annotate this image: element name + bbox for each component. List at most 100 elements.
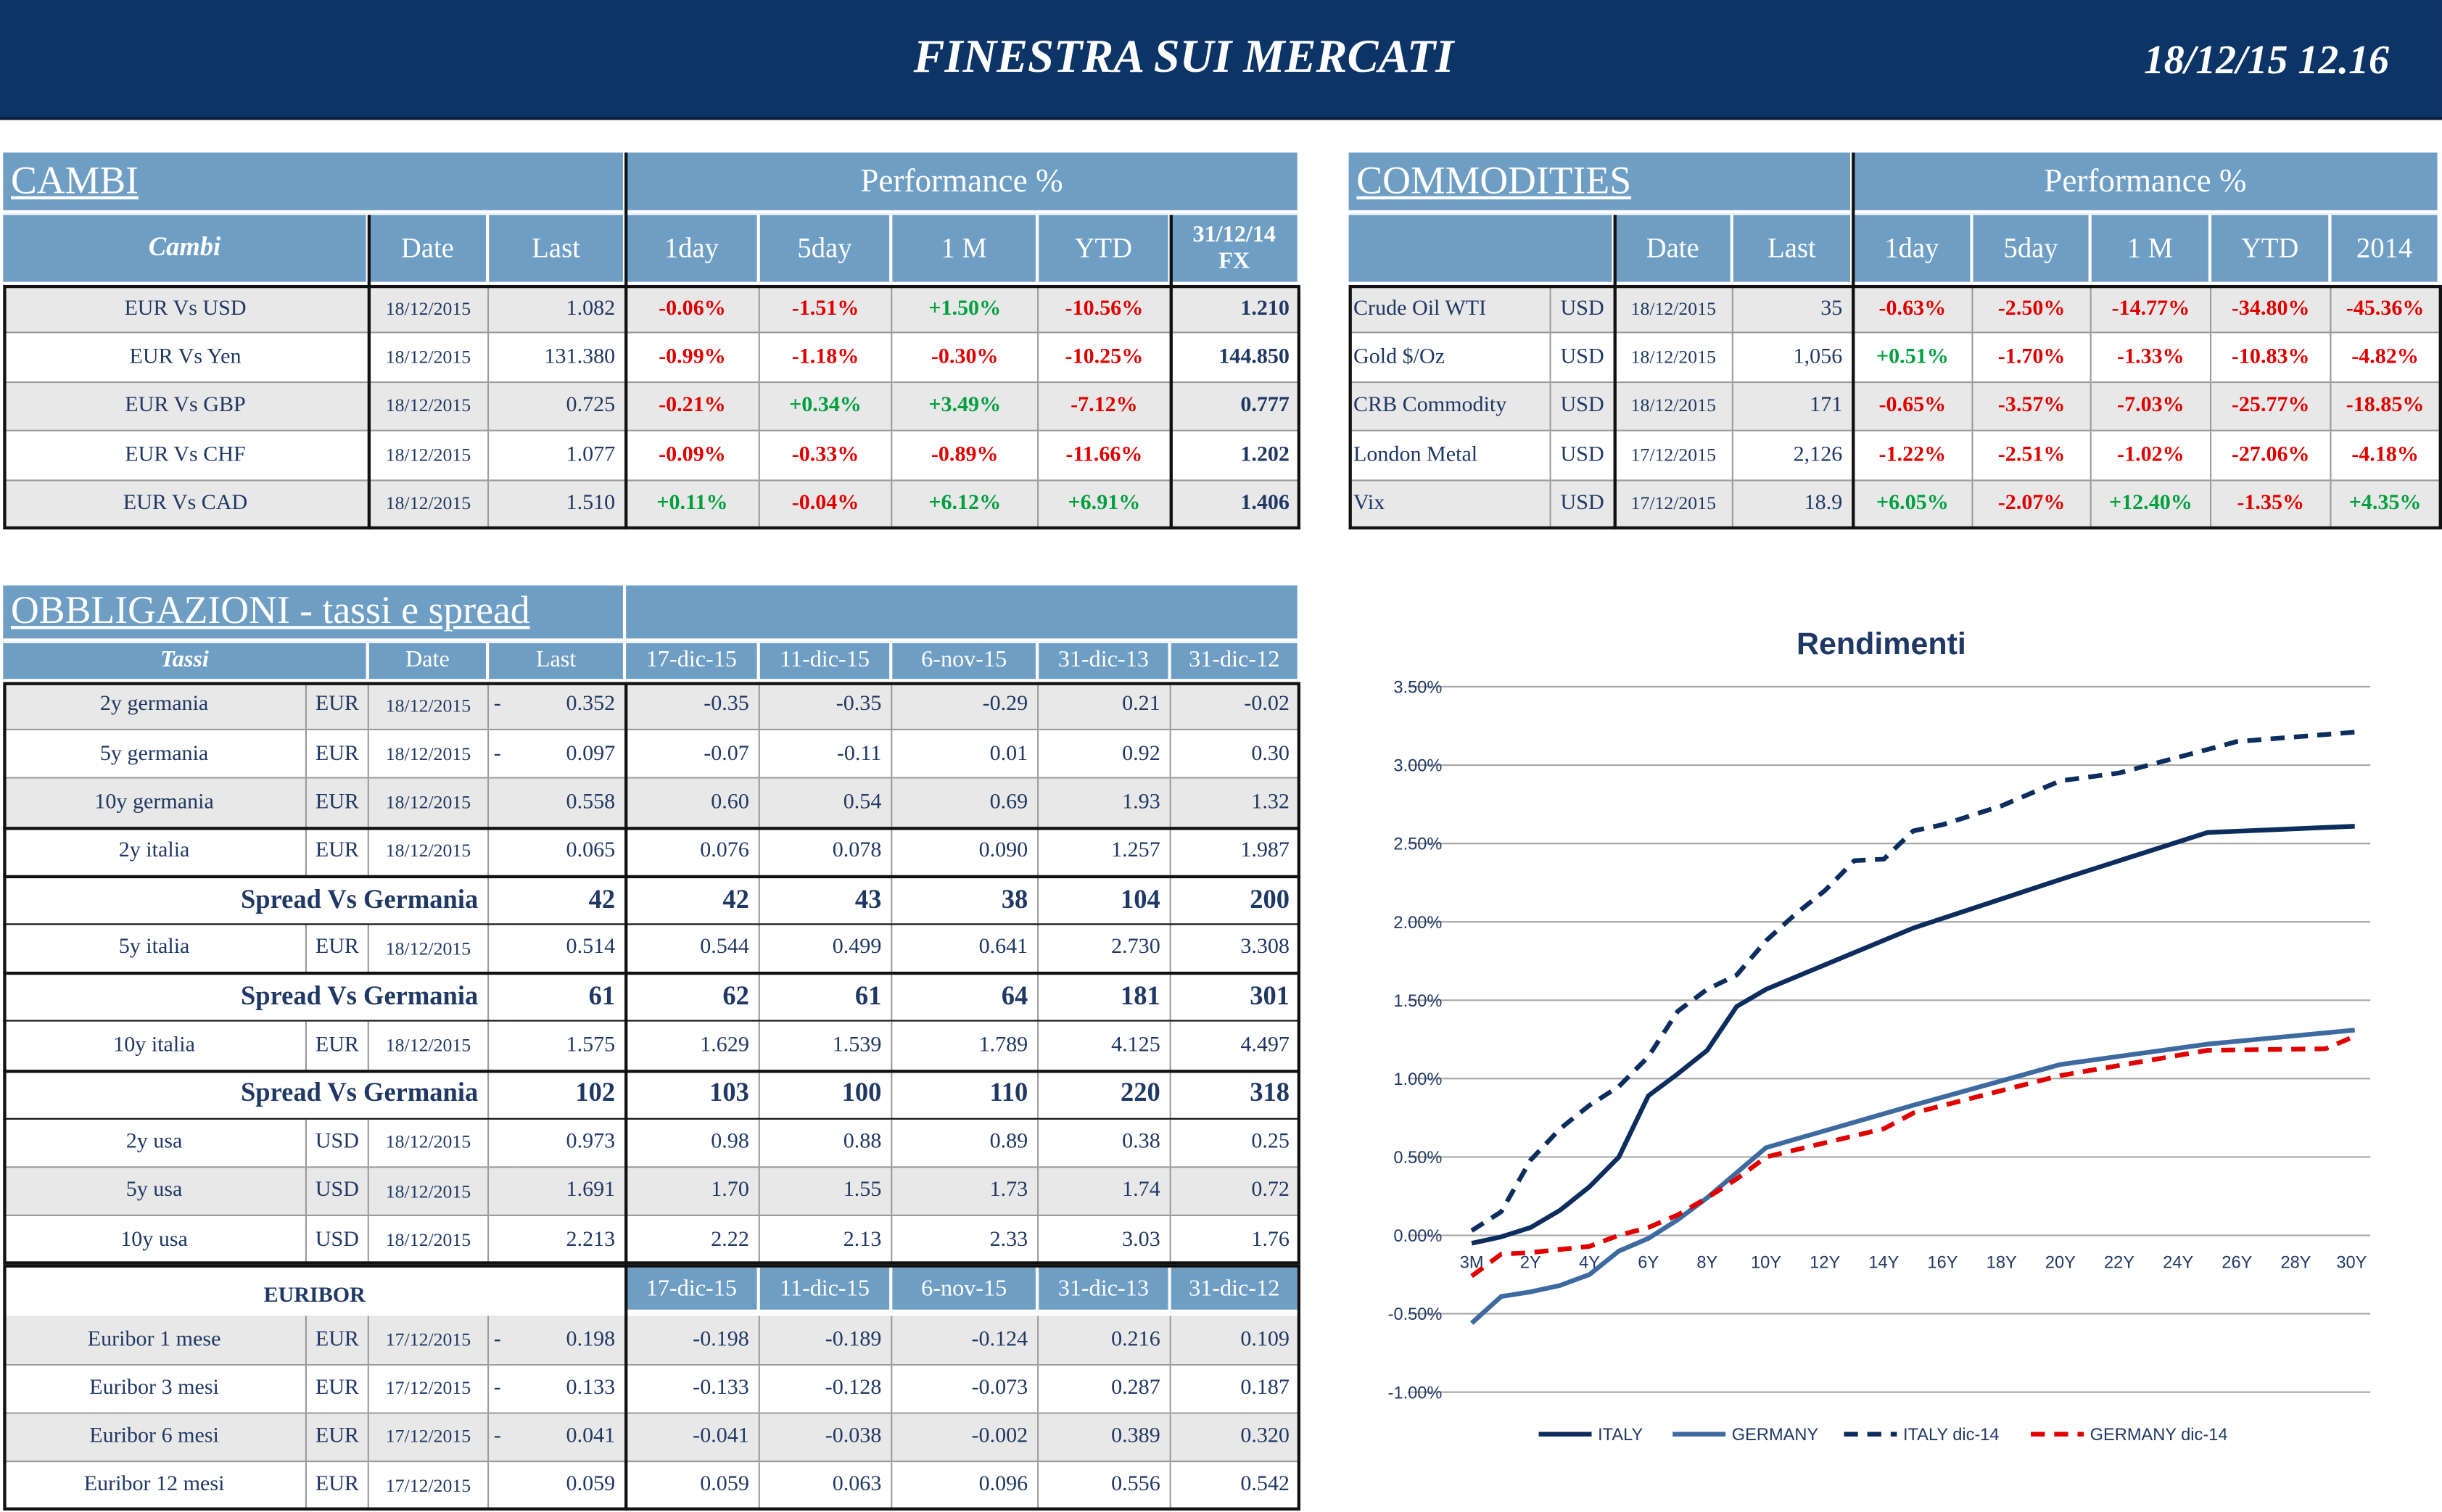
table-cell: -0.09% xyxy=(626,431,760,481)
table-cell: USD xyxy=(1551,480,1615,530)
table-cell: 0.777 xyxy=(1171,382,1300,432)
last-value: 0.097 xyxy=(513,730,627,780)
table-cell: 17/12/2015 xyxy=(1614,480,1733,530)
table-cell: 171 xyxy=(1733,382,1854,432)
column-header: 1day xyxy=(626,215,760,285)
y-tick-label: -0.50% xyxy=(1388,1305,1443,1324)
table-cell: 1.70 xyxy=(626,1168,760,1217)
table-cell: 1.93 xyxy=(1039,779,1171,828)
chart-title: Rendimenti xyxy=(1797,627,1966,661)
table-cell: 2,126 xyxy=(1733,431,1854,481)
table-cell: 0.641 xyxy=(892,925,1039,974)
table-cell: -0.89% xyxy=(892,431,1039,481)
table-cell: -0.99% xyxy=(626,334,760,383)
column-header: 31-dic-13 xyxy=(1039,643,1171,682)
sign xyxy=(489,925,514,974)
legend-label: ITALY xyxy=(1598,1426,1643,1445)
table-cell: +0.51% xyxy=(1853,334,1973,383)
bond-name: 10y usa xyxy=(3,1216,308,1265)
table-cell: 1.55 xyxy=(759,1168,893,1217)
table-cell: 0.063 xyxy=(759,1462,893,1511)
spread-value: 64 xyxy=(892,973,1039,1023)
euribor-name: Euribor 3 mesi xyxy=(3,1365,308,1414)
last-value: 0.065 xyxy=(513,827,627,877)
date: 17/12/2015 xyxy=(368,1413,490,1463)
commodity-name: Vix xyxy=(1348,480,1551,530)
spread-value: 61 xyxy=(759,973,893,1023)
column-header: 31-dic-12 xyxy=(1171,1268,1300,1314)
table-cell: 1.077 xyxy=(489,431,627,481)
table-cell: 1.987 xyxy=(1171,827,1300,877)
spread-label: Spread Vs Germania xyxy=(3,876,490,925)
x-tick-label: 14Y xyxy=(1868,1254,1899,1273)
euribor-name: Euribor 1 mese xyxy=(3,1316,308,1366)
table-cell: -1.18% xyxy=(759,334,893,383)
column-header: Last xyxy=(489,643,627,682)
table-cell: 18.9 xyxy=(1733,480,1854,530)
table-cell: 1.789 xyxy=(892,1022,1039,1071)
divider xyxy=(1852,152,1855,530)
currency-pair-name: EUR Vs USD xyxy=(3,284,369,334)
spread-value: 42 xyxy=(489,876,627,925)
column-header: Last xyxy=(489,215,627,285)
table-cell: 1.257 xyxy=(1039,827,1171,877)
spread-label: Spread Vs Germania xyxy=(3,973,490,1023)
spread-label: Spread Vs Germania xyxy=(3,1070,490,1120)
euribor-name: Euribor 12 mesi xyxy=(3,1462,308,1511)
table-cell: -0.63% xyxy=(1853,284,1973,334)
column-header: 11-dic-15 xyxy=(759,1268,893,1314)
x-tick-label: 12Y xyxy=(1810,1254,1840,1273)
table-cell: 0.389 xyxy=(1039,1413,1171,1463)
table-cell: -0.02 xyxy=(1171,682,1300,731)
page-title: FINESTRA SUI MERCATI xyxy=(913,30,1454,83)
table-cell: -0.11 xyxy=(759,730,893,780)
x-tick-label: 22Y xyxy=(2104,1254,2134,1273)
table-cell: 0.38 xyxy=(1039,1119,1171,1168)
spread-value: 220 xyxy=(1039,1070,1171,1120)
date: 18/12/2015 xyxy=(368,779,490,828)
currency: USD xyxy=(307,1168,369,1217)
commodity-name: CRB Commodity xyxy=(1348,382,1551,432)
column-header: 11-dic-15 xyxy=(759,643,893,682)
table-cell: 144.850 xyxy=(1171,334,1300,383)
table-cell: -0.29 xyxy=(892,682,1039,731)
table-cell: -10.83% xyxy=(2211,334,2332,383)
divider xyxy=(367,215,371,530)
commodity-name: London Metal xyxy=(1348,431,1551,481)
currency: EUR xyxy=(307,730,369,780)
commodity-name: Gold $/Oz xyxy=(1348,334,1551,383)
table-cell: -1.02% xyxy=(2091,431,2212,481)
table-cell: +0.11% xyxy=(626,480,760,530)
table-cell: 18/12/2015 xyxy=(368,431,490,481)
y-tick-label: 3.50% xyxy=(1393,679,1442,698)
table-cell: 1.74 xyxy=(1039,1168,1171,1217)
table-cell: +6.05% xyxy=(1853,480,1973,530)
sign xyxy=(489,1462,514,1511)
table-cell: 4.125 xyxy=(1039,1022,1171,1071)
table-cell: 0.544 xyxy=(626,925,760,974)
table-cell: 18/12/2015 xyxy=(368,382,490,432)
last-value: 0.198 xyxy=(513,1316,627,1366)
table-cell: 0.287 xyxy=(1039,1365,1171,1414)
table-cell: -1.33% xyxy=(2091,334,2212,383)
column-header: 6-nov-15 xyxy=(892,643,1039,682)
last-value: 1.691 xyxy=(513,1168,627,1217)
sign xyxy=(489,1216,514,1265)
table-cell: USD xyxy=(1551,284,1615,334)
table-cell: -18.85% xyxy=(2331,382,2441,432)
x-tick-label: 28Y xyxy=(2281,1254,2311,1273)
table-cell: 0.60 xyxy=(626,779,760,828)
currency-pair-name: EUR Vs CHF xyxy=(3,431,369,481)
table-cell: -0.002 xyxy=(892,1413,1039,1463)
column-header: Date xyxy=(368,643,490,682)
section-title-cambi: CAMBI xyxy=(3,152,627,214)
table-cell: -1.22% xyxy=(1853,431,1973,481)
table-cell: -2.51% xyxy=(1973,431,2092,481)
table-cell: 1.73 xyxy=(892,1168,1039,1217)
column-header: 31/12/14 FX xyxy=(1171,215,1300,285)
y-tick-label: 1.00% xyxy=(1393,1070,1442,1089)
table-cell: 2.13 xyxy=(759,1216,893,1265)
sign xyxy=(489,1022,514,1071)
currency: EUR xyxy=(307,925,369,974)
